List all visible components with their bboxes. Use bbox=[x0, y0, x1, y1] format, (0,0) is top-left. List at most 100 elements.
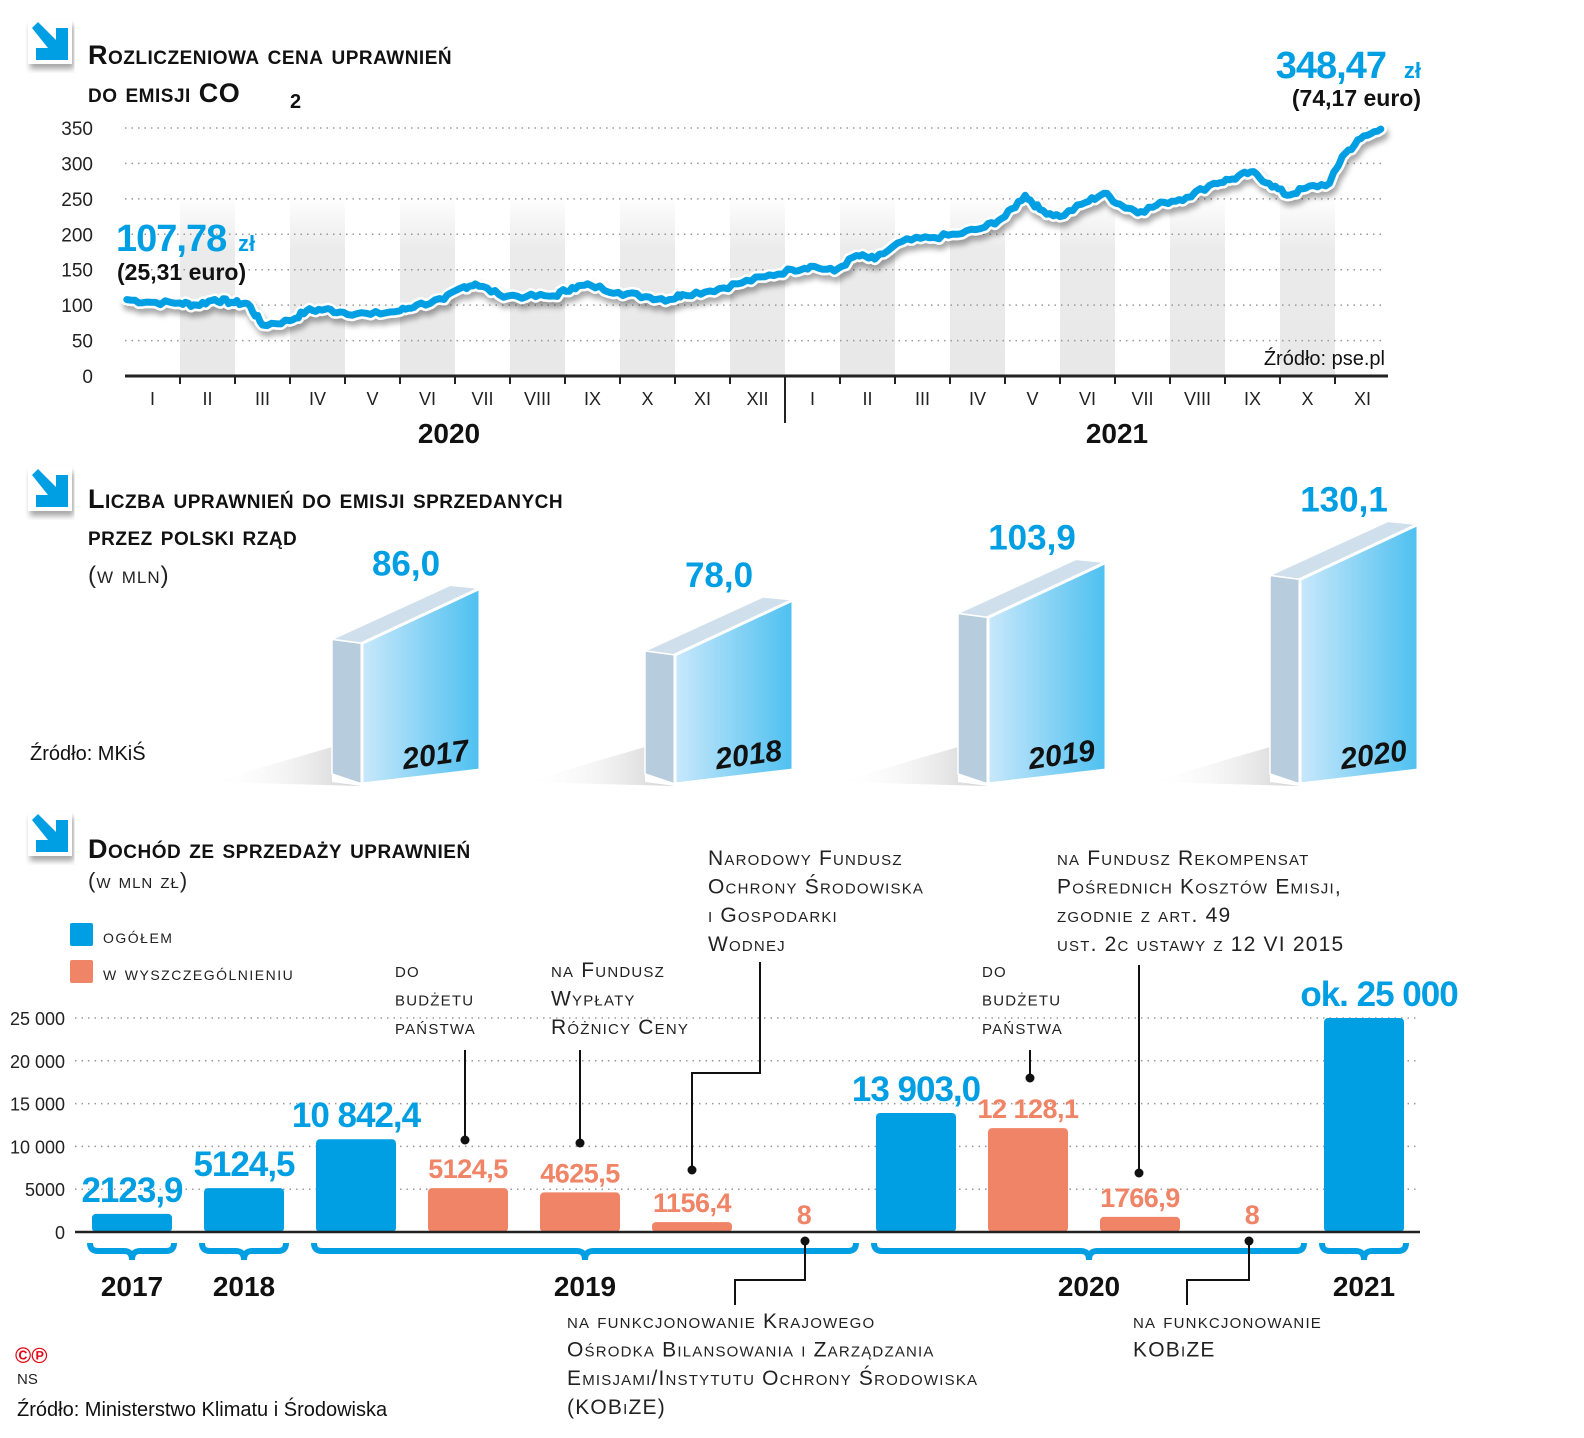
legend-swatch bbox=[70, 960, 93, 983]
y-tick-label: 100 bbox=[61, 296, 93, 317]
annotation-text: Wypłaty bbox=[551, 988, 636, 1011]
leader-dot bbox=[1244, 1236, 1254, 1246]
annotation-text: i Gospodarki bbox=[708, 904, 838, 927]
y-tick-label: 250 bbox=[61, 190, 93, 211]
leader-line bbox=[734, 1241, 806, 1305]
leader-line bbox=[1186, 1241, 1250, 1305]
x-tick-label: VIII bbox=[524, 389, 551, 409]
bar-value-label: 4625,5 bbox=[540, 1158, 620, 1188]
bar-value-label: 5124,5 bbox=[428, 1154, 508, 1184]
annotation: na Fundusz Wypłaty Różnicy Ceny bbox=[551, 959, 688, 1148]
annotation: na funkcjonowanie Krajowego Ośrodka Bilan… bbox=[567, 1236, 977, 1419]
annotation-text: Wodnej bbox=[708, 933, 786, 956]
bar-value-label: 1156,4 bbox=[653, 1188, 732, 1218]
bar-value-label: 5124,5 bbox=[193, 1145, 295, 1184]
x-tick-label: VI bbox=[1079, 389, 1096, 409]
annotation-text: Ochrony Środowiska bbox=[708, 875, 924, 899]
bar-front bbox=[673, 597, 795, 786]
year-label-2020: 2020 bbox=[418, 418, 480, 449]
month-band bbox=[400, 195, 455, 376]
bar-value-label: 13 903,0 bbox=[852, 1070, 981, 1109]
end-price: 348,47 bbox=[1276, 45, 1386, 87]
bar-shadow bbox=[525, 747, 675, 786]
x-tick-label: I bbox=[810, 389, 815, 409]
end-price-euro: (74,17 euro) bbox=[1292, 85, 1421, 111]
bar-3d bbox=[212, 584, 483, 786]
y-tick-label: 200 bbox=[61, 225, 93, 246]
bar bbox=[316, 1139, 396, 1232]
x-tick-label: XI bbox=[694, 389, 711, 409]
bar-value-label: 8 bbox=[1245, 1200, 1260, 1230]
copyright-mark: ©℗ bbox=[15, 1343, 47, 1368]
year-group-label: 2020 bbox=[1058, 1271, 1120, 1302]
bar-front bbox=[986, 559, 1108, 786]
co2-subscript: 2 bbox=[290, 91, 302, 113]
annotation-text: na funkcjonowanie bbox=[1133, 1310, 1322, 1333]
bar bbox=[92, 1213, 172, 1232]
x-tick-label: IV bbox=[969, 389, 986, 409]
bar bbox=[652, 1222, 732, 1232]
bar-3d bbox=[838, 558, 1109, 786]
x-tick-label: X bbox=[1301, 389, 1313, 409]
annotation-text: Pośrednich Kosztów Emisji, bbox=[1057, 876, 1342, 899]
month-band bbox=[1280, 195, 1335, 376]
annotation-text: Ośrodka Bilansowania i Zarządzania bbox=[567, 1339, 935, 1362]
year-group-label: 2021 bbox=[1333, 1271, 1395, 1302]
year-group-label: 2019 bbox=[554, 1271, 616, 1302]
author-initials: NS bbox=[17, 1371, 38, 1388]
month-band bbox=[1170, 195, 1225, 376]
annotation-text: do bbox=[395, 959, 420, 982]
chart-subtitle: (w mln) bbox=[88, 562, 170, 589]
arrow-down-right-icon bbox=[28, 467, 72, 511]
price-line bbox=[120, 123, 1387, 332]
end-price-unit: zł bbox=[1404, 58, 1421, 83]
leader-line bbox=[691, 962, 761, 1170]
y-tick-label: 50 bbox=[72, 332, 93, 353]
bar-front bbox=[360, 585, 482, 786]
x-tick-label: XII bbox=[746, 389, 768, 409]
annotation: Narodowy Fundusz Ochrony Środowiska i Gosp… bbox=[687, 847, 924, 1175]
leader-dot bbox=[460, 1135, 470, 1145]
bar-shadow bbox=[838, 747, 988, 786]
annotation-text: państwa bbox=[395, 1016, 476, 1039]
annotation-text: KOBiZE bbox=[1133, 1339, 1216, 1362]
legend-swatch bbox=[70, 923, 93, 946]
bar bbox=[988, 1128, 1068, 1232]
chart-title-line-2: do emisji CO bbox=[88, 78, 240, 108]
y-tick-label: 15 000 bbox=[10, 1095, 65, 1115]
y-tick-label: 10 000 bbox=[10, 1137, 65, 1157]
month-band bbox=[1060, 195, 1115, 376]
income-chart: Dochód ze sprzedaży uprawnień (w mln zł) o… bbox=[10, 812, 1459, 1421]
arrow-down-right-icon bbox=[28, 20, 72, 64]
y-tick-label: 150 bbox=[61, 261, 93, 282]
x-tick-label: IV bbox=[309, 389, 326, 409]
bar bbox=[540, 1192, 620, 1232]
bar bbox=[1324, 1018, 1404, 1232]
month-band bbox=[180, 195, 235, 376]
x-tick-label: XI bbox=[1354, 389, 1371, 409]
legend-label: ogółem bbox=[103, 926, 173, 948]
annotation-text: na Fundusz Rekompensat bbox=[1057, 847, 1309, 870]
annotation-text: zgodnie z art. 49 bbox=[1057, 904, 1231, 927]
bar-value-label: 2123,9 bbox=[81, 1171, 183, 1210]
y-tick-label: 5000 bbox=[25, 1180, 65, 1200]
leader-dot bbox=[800, 1236, 810, 1246]
annotation: do budżetu państwa bbox=[982, 959, 1062, 1083]
annotation-text: budżetu bbox=[982, 988, 1061, 1011]
bar bbox=[428, 1188, 508, 1232]
year-brace bbox=[199, 1242, 289, 1261]
bar-value-label: 12 128,1 bbox=[977, 1094, 1079, 1124]
price-series bbox=[123, 125, 1385, 330]
y-tick-label: 25 000 bbox=[10, 1009, 65, 1029]
bar-value-label: 10 842,4 bbox=[292, 1096, 422, 1135]
x-tick-label: VI bbox=[419, 389, 436, 409]
chart-title: Dochód ze sprzedaży uprawnień bbox=[88, 834, 471, 864]
x-tick-label: III bbox=[255, 389, 270, 409]
annotation: na funkcjonowanie KOBiZE bbox=[1133, 1236, 1322, 1362]
year-group-label: 2018 bbox=[213, 1271, 275, 1302]
y-tick-label: 0 bbox=[82, 367, 93, 388]
month-band bbox=[290, 195, 345, 376]
price-chart: Rozliczeniowa cena uprawnień do emisji CO… bbox=[28, 20, 1421, 449]
month-band bbox=[620, 195, 675, 376]
